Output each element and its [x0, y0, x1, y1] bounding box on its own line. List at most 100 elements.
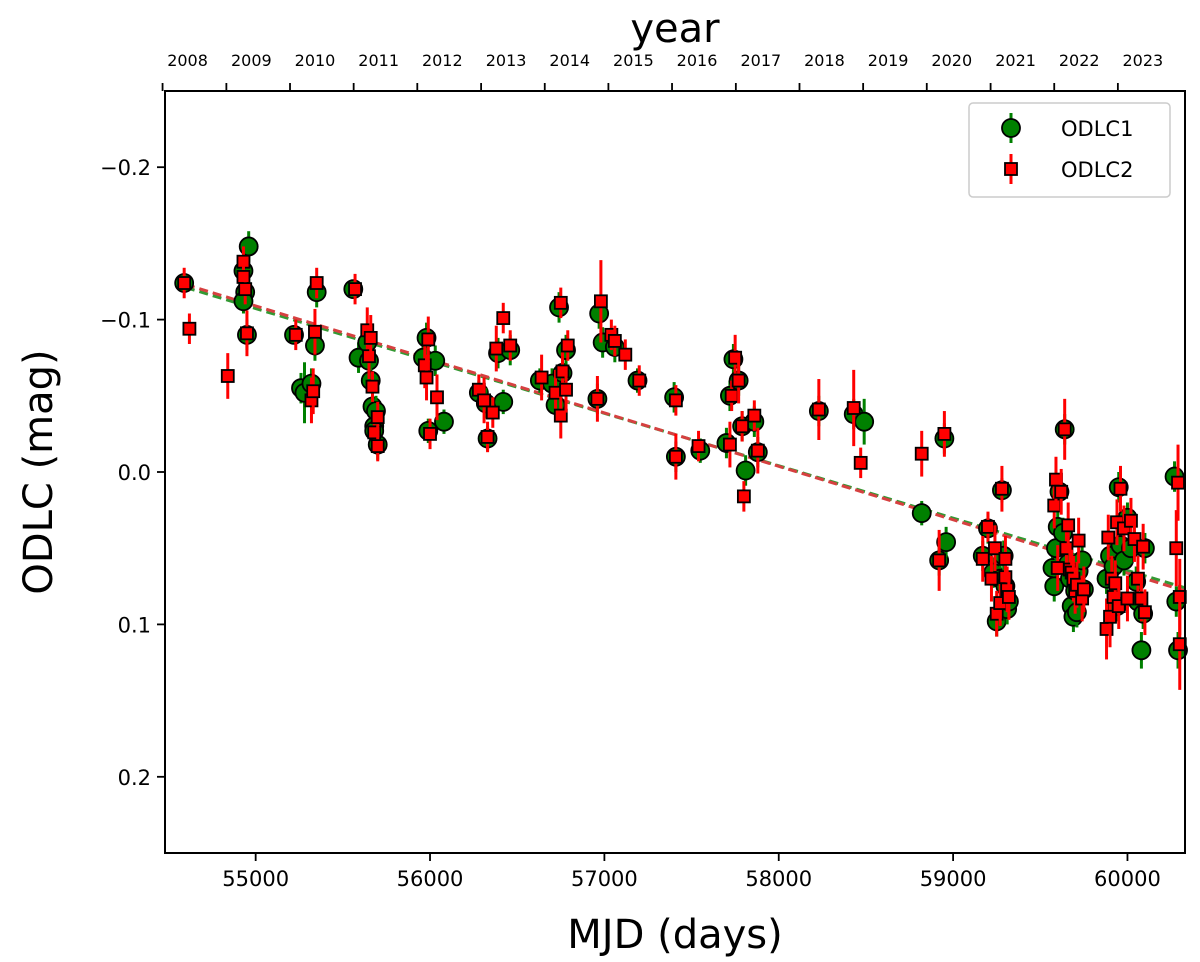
data-point-square — [988, 541, 1002, 556]
x-axis-bottom: 55000 56000 57000 58000 59000 60000 — [222, 853, 1161, 891]
top-tick-label: 2020 — [931, 51, 972, 70]
data-point-square — [370, 439, 385, 453]
x-tick-label: 60000 — [1094, 867, 1161, 891]
data-point-square — [750, 443, 765, 458]
data-point-square — [981, 519, 995, 534]
data-point-circle — [854, 411, 875, 432]
top-tick-label: 2009 — [231, 51, 272, 70]
top-tick-label: 2010 — [295, 51, 336, 70]
data-point-square — [747, 408, 762, 423]
data-point-square — [485, 405, 500, 420]
data-point-square — [1113, 481, 1128, 496]
legend-marker-circle — [1001, 118, 1021, 138]
data-point-square — [430, 390, 444, 405]
data-point-square — [1047, 498, 1062, 513]
data-point-circle — [735, 460, 756, 481]
data-point-square — [288, 327, 303, 342]
data-point-square — [932, 553, 947, 568]
top-tick-label: 2014 — [549, 51, 590, 70]
data-point-square — [632, 373, 647, 388]
data-point-square — [846, 401, 861, 415]
data-point-square — [362, 349, 376, 364]
data-point-square — [853, 455, 868, 470]
data-point-square — [736, 489, 751, 504]
y-axis-label: ODLC (mag) — [16, 349, 62, 594]
data-point-square — [496, 311, 511, 325]
top-tick-label: 2019 — [868, 51, 909, 70]
data-point-square — [238, 282, 253, 297]
data-point-square — [593, 294, 608, 309]
data-point-square — [370, 410, 385, 425]
data-point-square — [995, 481, 1009, 496]
data-point-square — [607, 334, 622, 348]
data-point-square — [308, 324, 322, 339]
data-point-square — [668, 449, 683, 464]
data-point-square — [1050, 561, 1065, 575]
y-tick-label: 0.2 — [118, 766, 151, 790]
data-point-square — [348, 282, 362, 297]
data-point-square — [914, 446, 929, 461]
data-point-square — [306, 384, 321, 399]
data-point-square — [236, 270, 251, 284]
legend-marker-square — [1004, 162, 1018, 176]
data-point-square — [363, 330, 378, 345]
top-tick-label: 2023 — [1123, 51, 1164, 70]
x-axis-label: MJD (days) — [567, 912, 782, 958]
data-point-square — [1101, 530, 1116, 545]
top-tick-label: 2013 — [486, 51, 527, 70]
y-tick-label: 0.1 — [118, 613, 151, 637]
data-point-square — [1137, 605, 1152, 620]
data-point-square — [553, 408, 568, 423]
x-tick-label: 55000 — [222, 867, 289, 891]
data-point-square — [1169, 541, 1184, 556]
top-tick-label: 2022 — [1059, 51, 1100, 70]
data-point-square — [489, 341, 504, 356]
data-point-square — [240, 326, 254, 341]
data-point-square — [560, 338, 575, 353]
legend-label-odlc1: ODLC1 — [1061, 117, 1133, 141]
top-tick-label: 2017 — [740, 51, 781, 70]
data-point-square — [691, 439, 706, 453]
data-points — [174, 231, 1188, 690]
x-axis-top-year: 2008 2009 2010 2011 2012 2013 2014 2015 2016 2017… — [161, 51, 1164, 91]
data-point-square — [998, 551, 1013, 566]
x-tick-label: 56000 — [397, 867, 464, 891]
data-point-square — [1061, 518, 1076, 533]
data-point-square — [182, 321, 197, 336]
data-point-square — [419, 370, 434, 385]
top-tick-label: 2008 — [167, 51, 208, 70]
data-point-square — [937, 426, 952, 441]
data-point-square — [811, 402, 826, 417]
data-point-square — [559, 382, 573, 397]
data-point-square — [177, 276, 192, 290]
y-axis: −0.2 −0.1 0.0 0.1 0.2 — [100, 156, 165, 790]
top-axis-label: year — [630, 6, 720, 52]
data-point-square — [975, 551, 990, 566]
data-point-square — [421, 332, 436, 347]
data-point-square — [618, 347, 633, 362]
data-point-square — [731, 373, 746, 388]
data-point-square — [309, 276, 324, 290]
data-point-square — [503, 338, 518, 353]
data-point-square — [1071, 533, 1086, 548]
x-tick-label: 57000 — [571, 867, 638, 891]
x-tick-label: 58000 — [745, 867, 812, 891]
top-tick-label: 2015 — [613, 51, 654, 70]
data-point-square — [1120, 591, 1135, 606]
data-point-square — [477, 393, 491, 408]
data-point-square — [534, 370, 549, 385]
data-point-square — [1057, 422, 1072, 437]
data-point-square — [553, 295, 568, 310]
data-point-square — [1172, 637, 1187, 652]
data-point-square — [984, 571, 999, 586]
data-point-circle — [434, 411, 454, 432]
y-tick-label: −0.2 — [100, 156, 151, 180]
top-tick-label: 2012 — [422, 51, 463, 70]
data-point-square — [480, 430, 495, 444]
data-point-square — [365, 379, 380, 394]
data-point-square — [1076, 582, 1091, 597]
data-point-square — [1171, 475, 1185, 490]
data-point-square — [590, 391, 605, 406]
data-point-square — [1001, 590, 1016, 604]
